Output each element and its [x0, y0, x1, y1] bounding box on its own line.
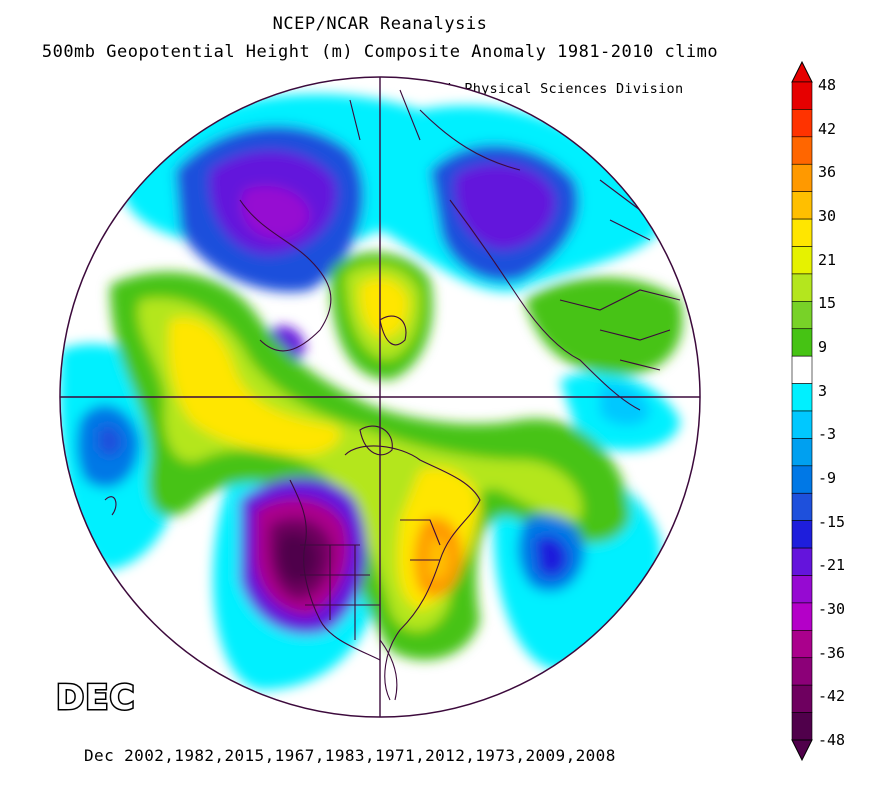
colorbar-tick-label: -48: [818, 731, 846, 749]
colorbar-tick-label: 48: [818, 76, 837, 94]
colorbar-swatch: [791, 547, 813, 576]
colorbar-swatch: [791, 712, 813, 741]
colorbar-swatch: [791, 684, 813, 713]
colorbar-tick-label: -3: [818, 425, 837, 444]
colorbar-tick-label: 15: [818, 294, 837, 313]
colorbar: [791, 60, 813, 762]
colorbar-swatch: [791, 218, 813, 247]
colorbar-tick-label: -30: [818, 600, 846, 618]
colorbar-swatch: [791, 602, 813, 631]
colorbar-swatch: [791, 492, 813, 521]
colorbar-tick-label: -21: [818, 556, 846, 575]
colorbar-swatch: [791, 438, 813, 467]
colorbar-swatch: [791, 136, 813, 165]
colorbar-tick-label: 42: [818, 119, 837, 138]
colorbar-tick-label: -15: [818, 512, 846, 531]
colorbar-swatch: [791, 163, 813, 192]
colorbar-min-arrow: [791, 739, 813, 762]
polar-map: [59, 76, 701, 718]
map-boundary: [59, 76, 701, 718]
colorbar-swatch: [791, 575, 813, 604]
colorbar-tick-label: 9: [818, 338, 828, 356]
colorbar-tick-label: -42: [818, 687, 846, 706]
colorbar-swatch: [791, 301, 813, 330]
colorbar-swatch: [791, 273, 813, 302]
colorbar-swatch: [791, 657, 813, 686]
colorbar-swatch: [791, 109, 813, 138]
colorbar-tick-label: 21: [818, 250, 837, 269]
colorbar-swatch: [791, 465, 813, 494]
colorbar-tick-label: -9: [818, 469, 837, 487]
colorbar-swatch: [791, 328, 813, 357]
colorbar-swatch: [791, 410, 813, 439]
colorbar-swatch: [791, 383, 813, 412]
colorbar-tick-label: -36: [818, 643, 846, 662]
anomaly-field: [60, 77, 700, 717]
colorbar-swatch: [791, 355, 813, 384]
colorbar-swatch: [791, 520, 813, 549]
month-label: DEC: [54, 677, 136, 720]
colorbar-swatch: [791, 246, 813, 275]
colorbar-swatch: [791, 630, 813, 659]
map-subtitle: 500mb Geopotential Height (m) Composite …: [41, 42, 719, 62]
composite-years: Dec 2002,1982,2015,1967,1983,1971,2012,1…: [84, 746, 616, 765]
colorbar-swatch: [791, 81, 813, 110]
colorbar-tick-label: 3: [818, 381, 828, 400]
map-title: NCEP/NCAR Reanalysis: [272, 14, 488, 34]
colorbar-tick-label: 30: [818, 207, 837, 225]
colorbar-swatch: [791, 191, 813, 220]
colorbar-tick-label: 36: [818, 163, 837, 182]
colorbar-max-arrow: [791, 60, 813, 83]
